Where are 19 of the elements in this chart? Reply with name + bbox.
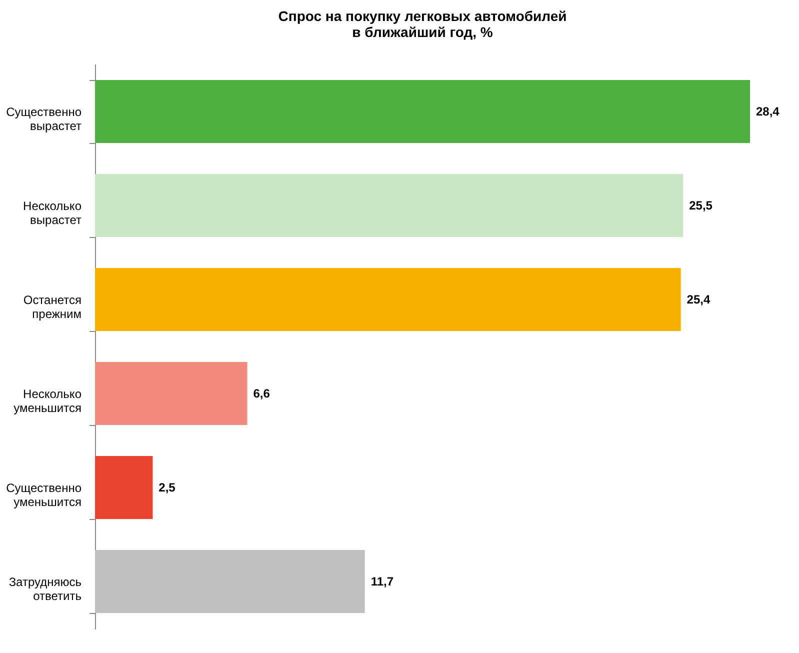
y-tick-label: Останется прежним — [23, 292, 82, 321]
y-tick-label: Существенно уменьшится — [6, 481, 82, 510]
y-tick-label: Затрудняюсь ответить — [8, 575, 82, 604]
data-label: 28,4 — [756, 104, 780, 118]
bar — [95, 80, 750, 143]
chart-title: Спрос на покупку легковых автомобилей в ближайший год, % — [278, 8, 567, 40]
y-tick-label: Существенно вырастет — [6, 104, 82, 133]
data-label: 2,5 — [158, 480, 176, 495]
data-label: 25,5 — [689, 198, 713, 212]
data-label: 25,4 — [686, 292, 710, 306]
bar — [95, 268, 681, 331]
bar — [95, 174, 684, 237]
bar — [95, 456, 153, 520]
y-tick-label: Несколько уменьшится — [14, 387, 82, 416]
bar — [95, 550, 365, 614]
data-label: 11,7 — [370, 574, 394, 589]
bar — [95, 362, 248, 425]
y-tick-label: Несколько вырастет — [23, 198, 82, 227]
data-label: 6,6 — [253, 386, 270, 401]
